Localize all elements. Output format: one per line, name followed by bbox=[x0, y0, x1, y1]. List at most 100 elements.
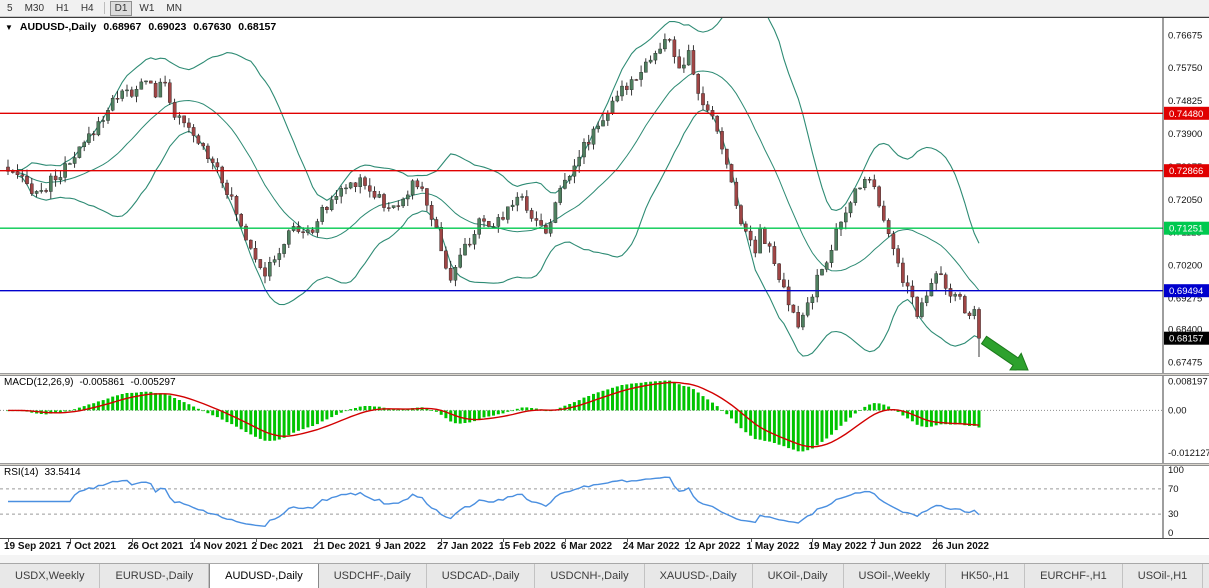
timeframe-button-m30[interactable]: M30 bbox=[24, 2, 45, 14]
bollinger-upper-band bbox=[17, 18, 980, 244]
chart-legend: ▼ AUDUSD-,Daily 0.68967 0.69023 0.67630 … bbox=[5, 21, 276, 34]
price-axis-label: 0.74825 bbox=[1168, 96, 1202, 107]
chart-tab-usdchfdaily[interactable]: USDCHF-,Daily bbox=[319, 564, 427, 588]
chart-tab-eurusddaily[interactable]: EURUSD-,Daily bbox=[100, 564, 210, 588]
price-level-tag-label: 0.74480 bbox=[1169, 109, 1203, 120]
price-axis-label: 0.70200 bbox=[1168, 261, 1202, 272]
date-tick bbox=[503, 539, 505, 542]
date-label: 12 Apr 2022 bbox=[684, 541, 741, 552]
rsi-label: RSI(14) 33.5414 bbox=[4, 467, 81, 478]
panel-splitter[interactable] bbox=[0, 463, 1209, 466]
date-tick bbox=[193, 539, 195, 542]
rsi-axis-label: 100 bbox=[1168, 466, 1184, 476]
price-level-tag-label: 0.72866 bbox=[1169, 166, 1203, 177]
date-axis[interactable]: 19 Sep 2021 7 Oct 2021 26 Oct 2021 14 Nov 2… bbox=[0, 538, 1209, 555]
symbol-label: AUDUSD-,Daily bbox=[19, 21, 97, 33]
chart-tab-usdcnhdaily[interactable]: USDCNH-,Daily bbox=[535, 564, 645, 588]
price-axis-label: 0.76675 bbox=[1168, 30, 1202, 41]
rsi-line bbox=[8, 476, 980, 528]
price-axis-label: 0.68400 bbox=[1168, 325, 1202, 336]
date-label: 1 May 2022 bbox=[746, 541, 800, 552]
date-label: 14 Nov 2021 bbox=[189, 541, 248, 552]
macd-name: MACD(12,26,9) bbox=[4, 377, 74, 388]
open-value: 0.68967 bbox=[103, 21, 142, 33]
price-level-tag bbox=[1164, 106, 1209, 120]
price-panel[interactable]: 0.766750.757500.748250.739000.729750.720… bbox=[0, 18, 1209, 373]
chart-tab-audusddaily[interactable]: AUDUSD-,Daily bbox=[209, 564, 319, 588]
chart-tab-usoilh1[interactable]: USOil-,H1 bbox=[1123, 564, 1204, 588]
macd-label: MACD(12,26,9) -0.005861 -0.005297 bbox=[4, 377, 176, 388]
date-tick bbox=[441, 539, 443, 542]
date-tick bbox=[8, 539, 9, 542]
price-axis-label: 0.67475 bbox=[1168, 358, 1202, 369]
chart-tab-usdxweekly[interactable]: USDX,Weekly bbox=[0, 564, 101, 588]
low-value: 0.67630 bbox=[193, 21, 232, 33]
macd-signal-line bbox=[8, 381, 980, 448]
timeframe-button-mn[interactable]: MN bbox=[166, 2, 182, 14]
close-value: 0.68157 bbox=[238, 21, 277, 33]
chart-tab-eurchfh1[interactable]: EURCHF-,H1 bbox=[1025, 564, 1123, 588]
price-level-tag-label: 0.68157 bbox=[1169, 334, 1203, 345]
rsi-axis-label: 70 bbox=[1168, 484, 1179, 495]
macd-chart-canvas[interactable]: 0.008197 0.00 -0.012127 bbox=[0, 376, 1209, 463]
bollinger-middle-band bbox=[17, 70, 980, 291]
price-chart-canvas[interactable]: 0.766750.757500.748250.739000.729750.720… bbox=[0, 18, 1209, 373]
timeframe-button-d1[interactable]: D1 bbox=[109, 0, 133, 16]
price-level-tag-label: 0.71251 bbox=[1169, 224, 1203, 235]
chart-tab-usoilweekly[interactable]: USOil-,Weekly bbox=[844, 564, 946, 588]
date-tick bbox=[936, 539, 938, 542]
date-label: 26 Jun 2022 bbox=[932, 541, 989, 552]
date-tick bbox=[379, 539, 381, 542]
date-tick bbox=[874, 539, 876, 542]
price-level-tag bbox=[1164, 221, 1209, 235]
rsi-axis-label: 30 bbox=[1168, 509, 1179, 520]
date-tick bbox=[69, 539, 71, 542]
date-label: 15 Feb 2022 bbox=[499, 541, 556, 552]
toolbar-separator bbox=[103, 2, 105, 14]
date-tick bbox=[255, 539, 257, 542]
price-level-tag bbox=[1164, 331, 1209, 345]
chart-tabbar: USDX,Weekly EURUSD-,Daily AUDUSD-,Daily USD… bbox=[0, 563, 1209, 588]
macd-axis-label: 0.00 bbox=[1168, 405, 1187, 416]
timeframe-button-5[interactable]: 5 bbox=[7, 2, 13, 14]
chart-tab-xauusddaily[interactable]: XAUUSD-,Daily bbox=[645, 564, 753, 588]
price-level-tag bbox=[1164, 164, 1209, 178]
date-tick bbox=[131, 539, 133, 542]
chart-tab-hk50h1[interactable]: HK50-,H1 bbox=[946, 564, 1026, 588]
symbol-marker-icon: ▼ bbox=[5, 23, 13, 32]
rsi-panel[interactable]: 100 70 30 0 RSI(14) 33.5414 bbox=[0, 466, 1209, 538]
bollinger-lower-band bbox=[17, 109, 980, 357]
chart-tab-ukoildaily[interactable]: UKOil-,Daily bbox=[753, 564, 844, 588]
timeframe-button-h1[interactable]: H1 bbox=[56, 2, 69, 14]
trend-arrow bbox=[980, 335, 1029, 371]
price-level-tag bbox=[1164, 284, 1209, 298]
high-value: 0.69023 bbox=[148, 21, 187, 33]
date-label: 27 Jan 2022 bbox=[437, 541, 494, 552]
date-tick bbox=[812, 539, 814, 542]
chart-tab-usdcaddaily[interactable]: USDCAD-,Daily bbox=[427, 564, 536, 588]
price-axis-label: 0.75750 bbox=[1168, 63, 1202, 74]
date-label: 7 Oct 2021 bbox=[65, 541, 116, 552]
price-axis-label: 0.72050 bbox=[1168, 195, 1202, 206]
timeframe-button-w1[interactable]: W1 bbox=[139, 2, 155, 14]
macd-signal-value: -0.005297 bbox=[130, 377, 176, 388]
date-tick bbox=[688, 539, 690, 542]
price-axis-label: 0.73900 bbox=[1168, 129, 1202, 140]
date-tick bbox=[564, 539, 566, 542]
macd-panel[interactable]: 0.008197 0.00 -0.012127 MACD(12,26,9) -0.0… bbox=[0, 376, 1209, 463]
date-label: 6 Mar 2022 bbox=[560, 541, 613, 552]
rsi-chart-canvas[interactable]: 100 70 30 0 bbox=[0, 466, 1209, 538]
timeframe-button-h4[interactable]: H4 bbox=[80, 2, 94, 14]
chart-frame: 0.766750.757500.748250.739000.729750.720… bbox=[0, 17, 1209, 563]
panel-splitter[interactable] bbox=[0, 373, 1209, 376]
macd-axis-label: -0.012127 bbox=[1168, 448, 1209, 459]
price-axis-label: 0.69275 bbox=[1168, 294, 1202, 305]
price-level-tag-label: 0.69494 bbox=[1169, 286, 1203, 297]
date-tick bbox=[317, 539, 319, 542]
date-tick bbox=[750, 539, 752, 542]
macd-main-value: -0.005861 bbox=[79, 377, 125, 388]
date-label: 2 Dec 2021 bbox=[251, 541, 304, 552]
date-tick bbox=[626, 539, 628, 542]
macd-axis-label: 0.008197 bbox=[1168, 377, 1208, 388]
